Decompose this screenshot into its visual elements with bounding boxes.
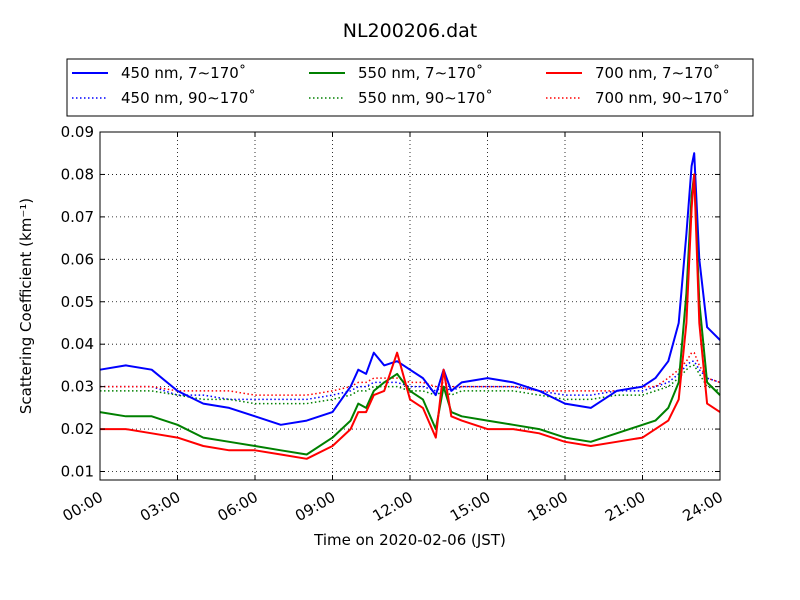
series-group xyxy=(99,152,721,460)
x-tick-label: 00:00 xyxy=(60,488,106,525)
x-tick-label: 21:00 xyxy=(602,488,648,525)
legend-label: 700 nm, 7∼170˚ xyxy=(595,64,720,82)
x-tick-label: 06:00 xyxy=(215,488,261,525)
legend-box xyxy=(66,58,754,117)
y-tick-label: 0.07 xyxy=(61,208,94,226)
series-line xyxy=(100,173,721,460)
x-tick-label: 24:00 xyxy=(680,488,726,525)
legend-label: 550 nm, 7∼170˚ xyxy=(358,64,483,82)
y-tick-label: 0.02 xyxy=(61,420,94,438)
y-tick-label: 0.03 xyxy=(61,378,94,396)
x-tick-label: 03:00 xyxy=(137,488,183,525)
y-tick-label: 0.09 xyxy=(61,123,94,141)
legend-label: 550 nm, 90∼170˚ xyxy=(358,89,493,107)
legend-label: 450 nm, 90∼170˚ xyxy=(121,89,256,107)
y-tick-label: 0.05 xyxy=(61,293,94,311)
y-tick-label: 0.08 xyxy=(61,165,94,183)
series-line xyxy=(100,360,721,401)
x-tick-label: 09:00 xyxy=(292,488,338,525)
y-axis-label: Scattering Coefficient (km⁻¹) xyxy=(17,198,35,414)
series-line xyxy=(100,364,721,405)
y-axis: 0.01 0.02 0.03 0.04 0.05 0.06 0.07 0.08 0.09 xyxy=(61,123,720,481)
x-axis-label: Time on 2020-02-06 (JST) xyxy=(313,531,506,549)
y-tick-label: 0.06 xyxy=(61,250,94,268)
y-tick-label: 0.01 xyxy=(61,463,94,481)
x-axis: 00:00 03:00 06:00 09:00 12:00 15:00 18:00 21:00… xyxy=(60,132,726,525)
chart-title: NL200206.dat xyxy=(343,20,478,42)
x-tick-label: 15:00 xyxy=(447,488,493,525)
y-tick-label: 0.04 xyxy=(61,335,94,353)
legend-label: 450 nm, 7∼170˚ xyxy=(121,64,246,82)
legend-label: 700 nm, 90∼170˚ xyxy=(595,89,730,107)
x-tick-label: 18:00 xyxy=(525,488,571,525)
grid xyxy=(99,131,721,480)
series-line xyxy=(99,152,721,426)
legend: 450 nm, 7∼170˚ 450 nm, 90∼170˚ 550 nm, 7∼1… xyxy=(66,58,754,117)
x-tick-label: 12:00 xyxy=(370,488,416,525)
